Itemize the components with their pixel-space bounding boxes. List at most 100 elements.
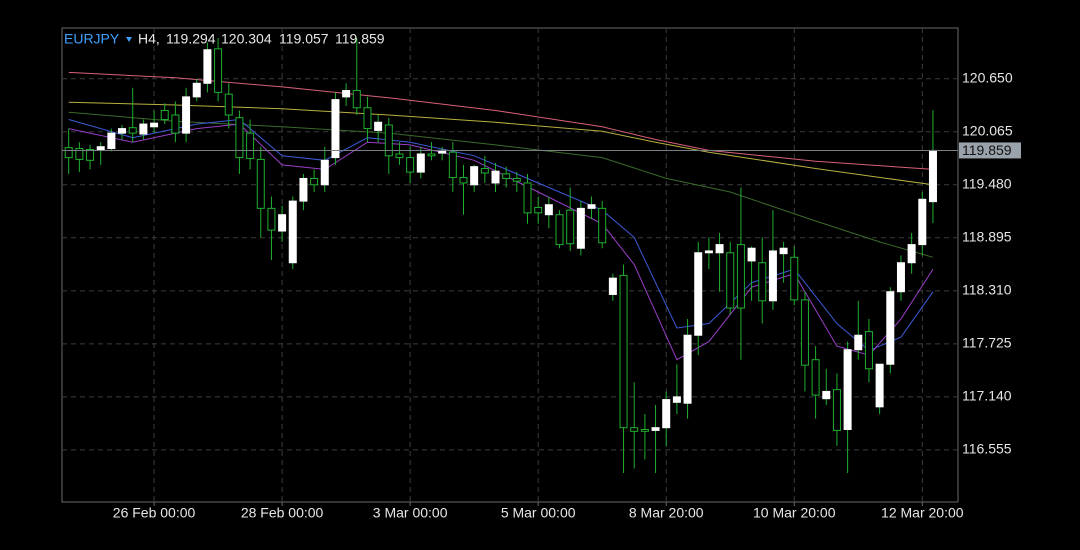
candle-body xyxy=(139,123,148,135)
candle-body xyxy=(118,128,127,134)
candle-body xyxy=(736,244,745,309)
candle-body xyxy=(107,132,116,150)
candle-body xyxy=(342,90,351,98)
candle-body xyxy=(64,147,73,159)
candle-body xyxy=(523,182,532,214)
candle-body xyxy=(587,204,596,209)
candle-body xyxy=(384,124,393,157)
candle-body xyxy=(448,151,457,179)
candle-body xyxy=(790,256,799,301)
candle-body xyxy=(427,153,436,157)
candle-body xyxy=(864,331,873,370)
candle-body xyxy=(800,299,809,366)
y-tick-label: 120.065 xyxy=(962,122,1013,138)
candle-body xyxy=(544,204,553,216)
x-tick-label: 28 Feb 00:00 xyxy=(241,505,324,521)
candle-body xyxy=(470,166,479,186)
candle-body xyxy=(694,252,703,336)
candle-body xyxy=(640,428,649,432)
candle-body xyxy=(928,149,937,203)
candle-body xyxy=(555,214,564,246)
x-tick-label: 5 Mar 00:00 xyxy=(501,505,576,521)
candle-body xyxy=(395,153,404,159)
x-tick-label: 26 Feb 00:00 xyxy=(113,505,196,521)
candle-body xyxy=(150,122,159,128)
candle-body xyxy=(907,244,916,264)
candle-body xyxy=(235,117,244,159)
candle-body xyxy=(331,99,340,159)
y-tick-label: 116.555 xyxy=(962,441,1012,457)
candle-body xyxy=(822,390,831,400)
y-tick-label: 117.725 xyxy=(962,335,1012,351)
x-tick-label: 3 Mar 00:00 xyxy=(373,505,448,521)
candle-body xyxy=(608,277,617,295)
candle-body xyxy=(875,363,884,408)
candle-body xyxy=(768,250,777,302)
timeframe: H4, xyxy=(138,31,160,47)
candle-body xyxy=(672,396,681,403)
plot-frame xyxy=(61,27,959,503)
candle-body xyxy=(416,153,425,173)
candle-body xyxy=(96,146,105,151)
candle-body xyxy=(278,214,287,232)
candle-body xyxy=(747,247,756,262)
candle-body xyxy=(171,114,180,134)
symbol[interactable]: EURJPY xyxy=(64,31,120,47)
candle-body xyxy=(256,158,265,209)
candle-body xyxy=(128,127,137,134)
candle-body xyxy=(598,207,607,244)
candle-body xyxy=(299,177,308,202)
high-value: 120.304 xyxy=(221,31,272,47)
x-tick-label: 8 Mar 20:00 xyxy=(629,505,704,521)
candle-body xyxy=(214,48,223,93)
candle-body xyxy=(502,173,511,179)
candle-body xyxy=(320,159,329,186)
candle-body xyxy=(491,170,500,184)
candle-body xyxy=(160,109,169,121)
candle-body xyxy=(75,148,84,160)
candle-body xyxy=(683,334,692,404)
candle-body xyxy=(406,157,415,173)
candle-body xyxy=(651,427,660,431)
candle-body xyxy=(779,247,788,255)
candle-body xyxy=(619,274,628,429)
last-price-label: 119.859 xyxy=(962,142,1012,158)
header: EURJPY H4, 119.294 120.304 119.057 119.8… xyxy=(64,31,385,47)
candle-body xyxy=(566,209,575,245)
candle-body xyxy=(363,107,372,130)
candle-body xyxy=(246,132,255,160)
candle-body xyxy=(192,82,201,98)
low-value: 119.057 xyxy=(279,31,329,47)
x-tick-label: 12 Mar 20:00 xyxy=(881,505,964,521)
candle-body xyxy=(832,389,841,431)
last-price-box xyxy=(959,142,1021,159)
y-tick-label: 118.895 xyxy=(962,229,1012,245)
indicator-line xyxy=(68,71,934,170)
candle-body xyxy=(182,96,191,134)
dropdown-icon[interactable] xyxy=(126,37,132,42)
candle-body xyxy=(886,291,895,365)
candle-body xyxy=(224,93,233,116)
candle-body xyxy=(843,349,852,430)
candle-body xyxy=(630,427,639,432)
candle-body xyxy=(758,262,767,302)
candle-body xyxy=(726,252,735,309)
candle-body xyxy=(534,206,543,214)
candle-body xyxy=(715,244,724,254)
y-tick-label: 117.140 xyxy=(962,388,1012,404)
candle-body xyxy=(704,250,713,254)
candle-body xyxy=(86,148,95,161)
close-value: 119.859 xyxy=(335,31,385,47)
y-tick-label: 120.650 xyxy=(962,69,1013,85)
candle-body xyxy=(512,177,521,182)
candle-body xyxy=(576,207,585,249)
candle-body xyxy=(854,334,863,351)
y-tick-label: 119.480 xyxy=(962,175,1012,191)
candle-body xyxy=(288,200,297,264)
candle-body xyxy=(310,177,319,186)
candle-body xyxy=(459,177,468,184)
candle-body xyxy=(480,167,489,174)
candle-body xyxy=(374,121,383,131)
